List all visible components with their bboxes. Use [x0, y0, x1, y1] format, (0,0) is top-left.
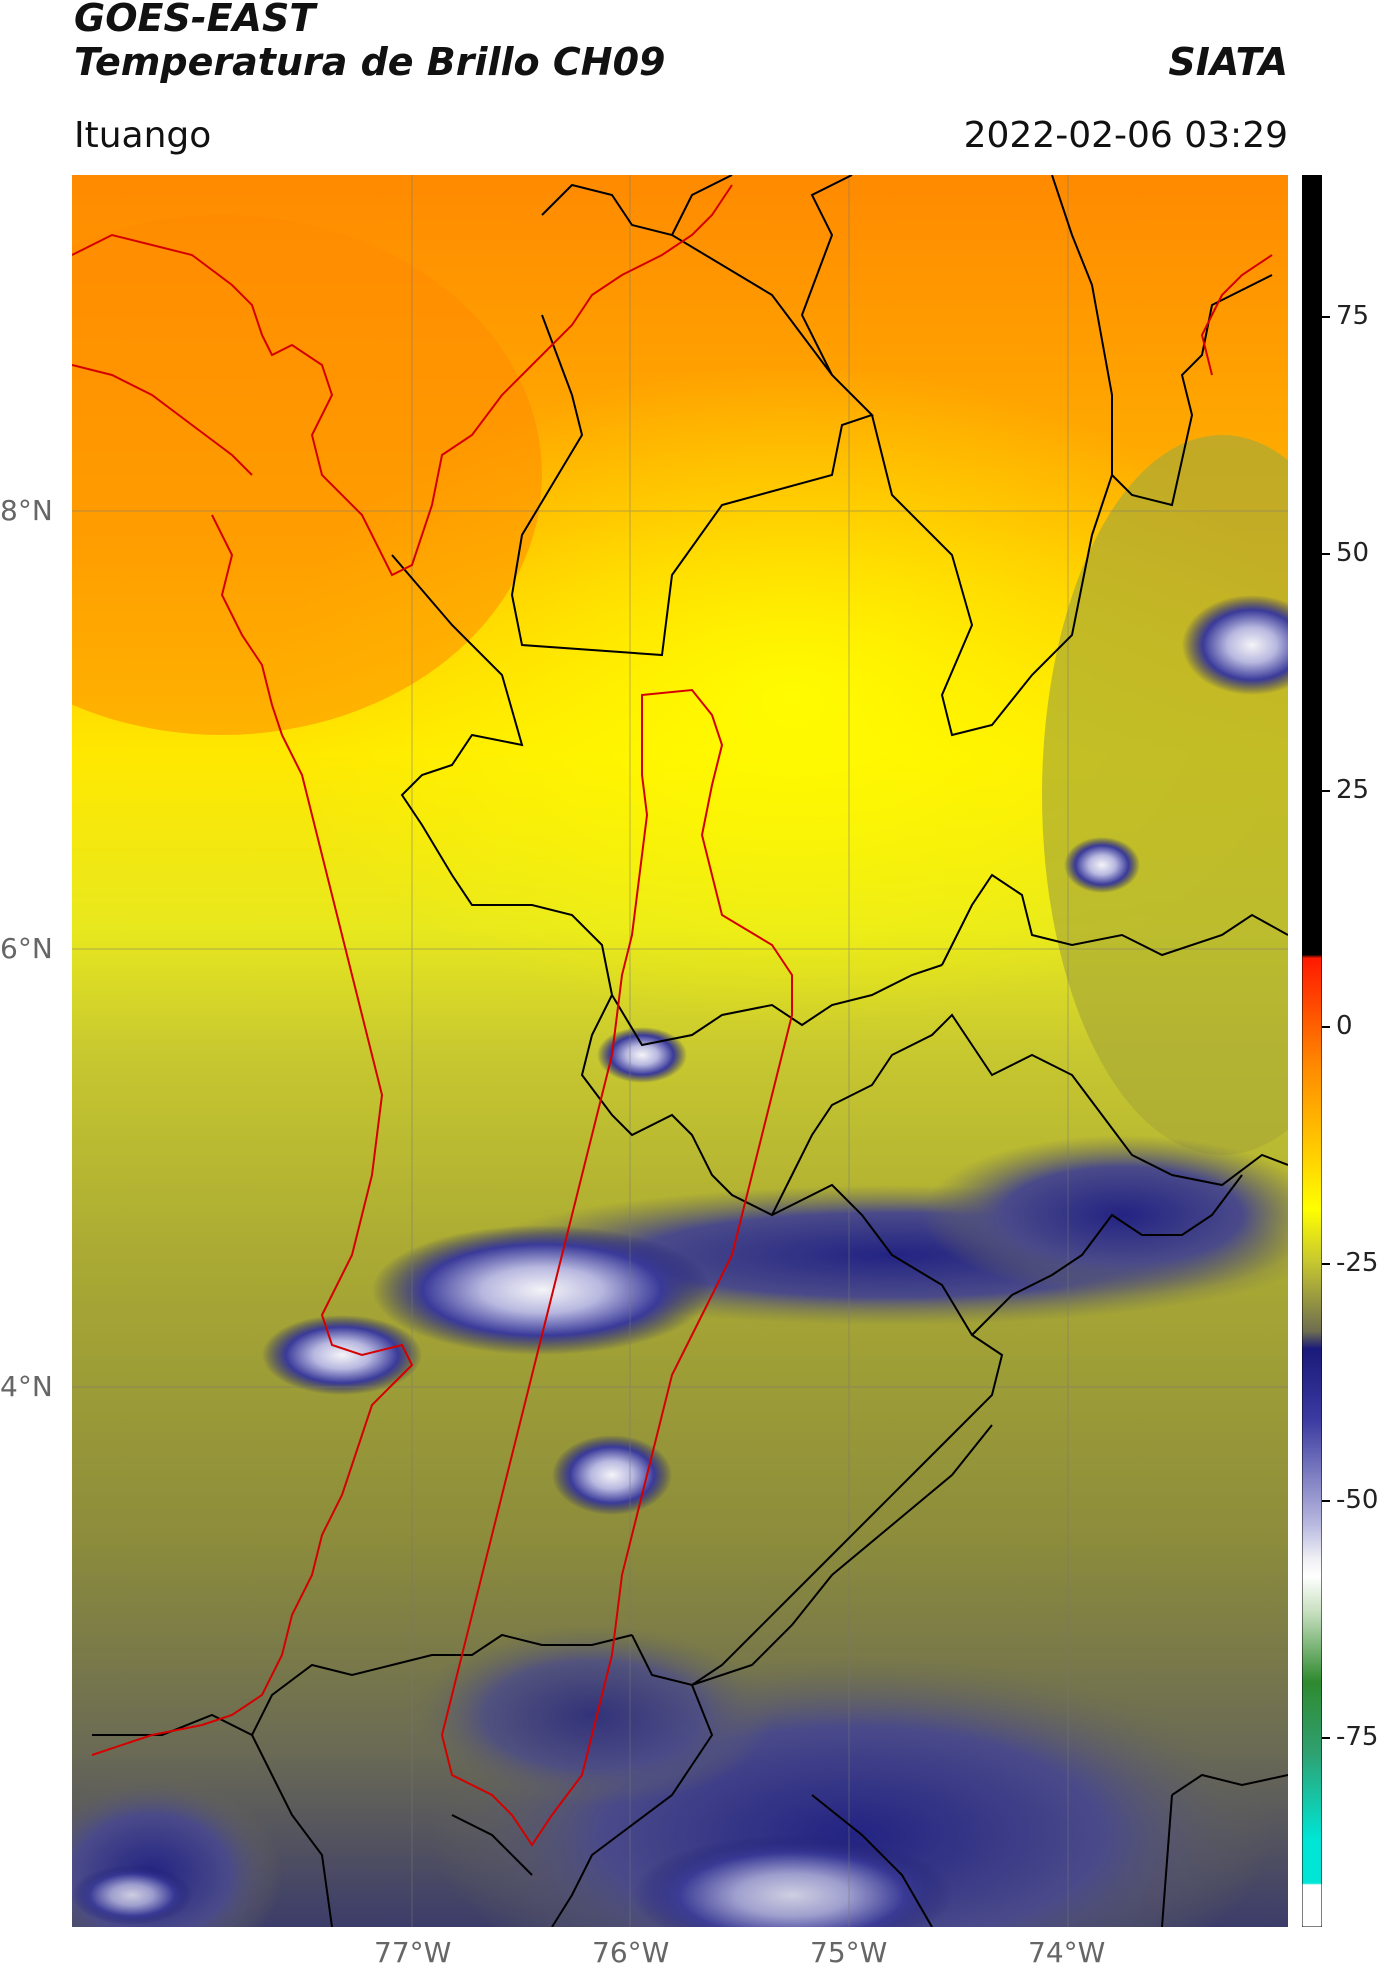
colorbar-tick-mark: [1322, 789, 1330, 792]
colorbar-tick-label: 25: [1336, 774, 1370, 805]
satellite-title: GOES-EAST: [74, 0, 316, 40]
colorbar-tick-mark: [1322, 1026, 1330, 1029]
colorbar-tick-mark: [1322, 552, 1330, 555]
colorbar-tick-mark: [1322, 1263, 1330, 1266]
convective-cell-sw: [632, 1835, 952, 1927]
convective-cell-northeast: [1064, 837, 1140, 893]
colorbar-tick-mark: [1322, 1736, 1330, 1739]
cloud-band-east: [922, 1135, 1288, 1295]
convective-cell-east: [1182, 595, 1288, 695]
admin-boundaries: [92, 175, 1288, 1927]
colorbar-tick-label: 75: [1336, 301, 1370, 332]
lat-label-4n: 4°N: [0, 1370, 53, 1403]
colorbar-tick-mark: [1322, 1499, 1330, 1502]
region-label: Ituango: [74, 115, 212, 156]
convective-cell-north: [597, 1027, 687, 1083]
lat-label-6n: 6°N: [0, 932, 53, 965]
colorbar-tick-label: 50: [1336, 537, 1370, 568]
lon-label-75w: 75°W: [810, 1936, 888, 1969]
colorbar-tick-label: -25: [1336, 1248, 1379, 1279]
lat-label-8n: 8°N: [0, 494, 53, 527]
lon-label-77w: 77°W: [374, 1936, 452, 1969]
brightness-temperature-map: [72, 175, 1288, 1927]
colorbar: [1302, 175, 1322, 1927]
colorbar-tick-label: -75: [1336, 1721, 1379, 1752]
lon-label-76w: 76°W: [592, 1936, 670, 1969]
convective-cell-far-sw: [72, 1865, 192, 1925]
convective-cell-main: [372, 1225, 712, 1355]
colorbar-tick-label: 0: [1336, 1011, 1353, 1042]
org-label: SIATA: [1168, 40, 1288, 84]
orange-region: [72, 215, 542, 735]
colorbar-tick-label: -50: [1336, 1484, 1379, 1515]
colorbar-tick-mark: [1322, 316, 1330, 319]
product-title: Temperatura de Brillo CH09: [74, 40, 666, 84]
cloud-band-south-mid: [412, 1625, 772, 1805]
convective-cell-west: [262, 1315, 422, 1395]
lon-label-74w: 74°W: [1028, 1936, 1106, 1969]
datetime-label: 2022-02-06 03:29: [963, 115, 1288, 156]
national-borders: [72, 184, 1273, 1847]
